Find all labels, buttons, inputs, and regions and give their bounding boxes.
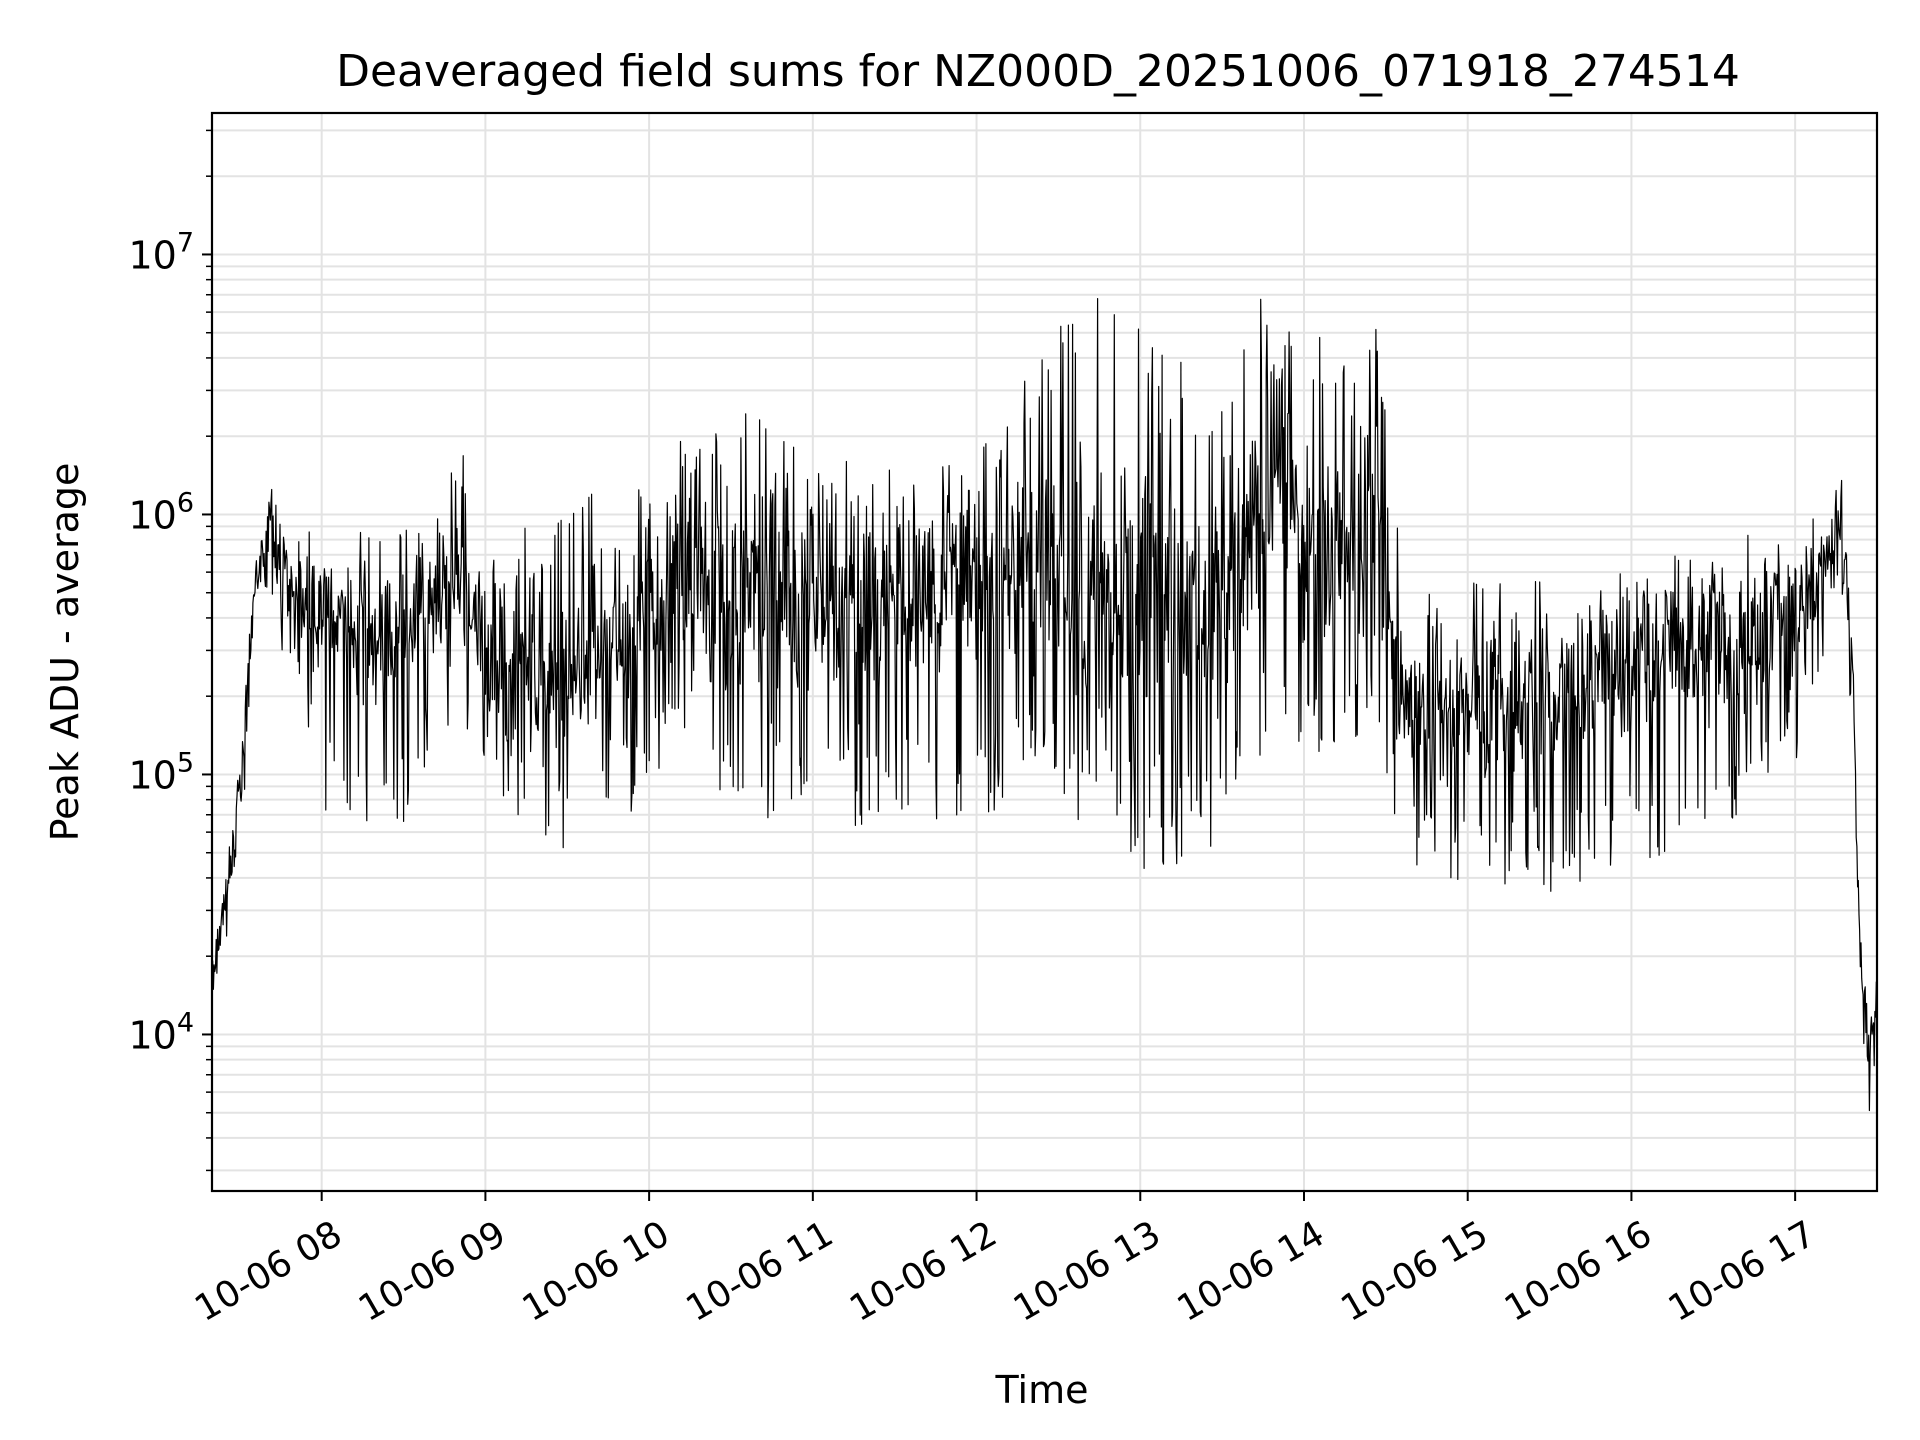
y-tick-label: 105	[128, 747, 194, 797]
chart-title: Deaveraged field sums for NZ000D_2025100…	[336, 46, 1740, 97]
x-axis-label: Time	[995, 1368, 1089, 1412]
series-line	[211, 298, 1878, 1112]
y-tick-label: 107	[128, 227, 194, 277]
y-axis-label: Peak ADU - average	[43, 463, 87, 842]
y-tick-label: 104	[128, 1007, 194, 1057]
data-series	[211, 298, 1878, 1112]
plot-frame	[210, 111, 1879, 1193]
y-axis-ticks: 104 105 106 107	[128, 129, 212, 1172]
y-tick-label: 106	[128, 487, 194, 537]
